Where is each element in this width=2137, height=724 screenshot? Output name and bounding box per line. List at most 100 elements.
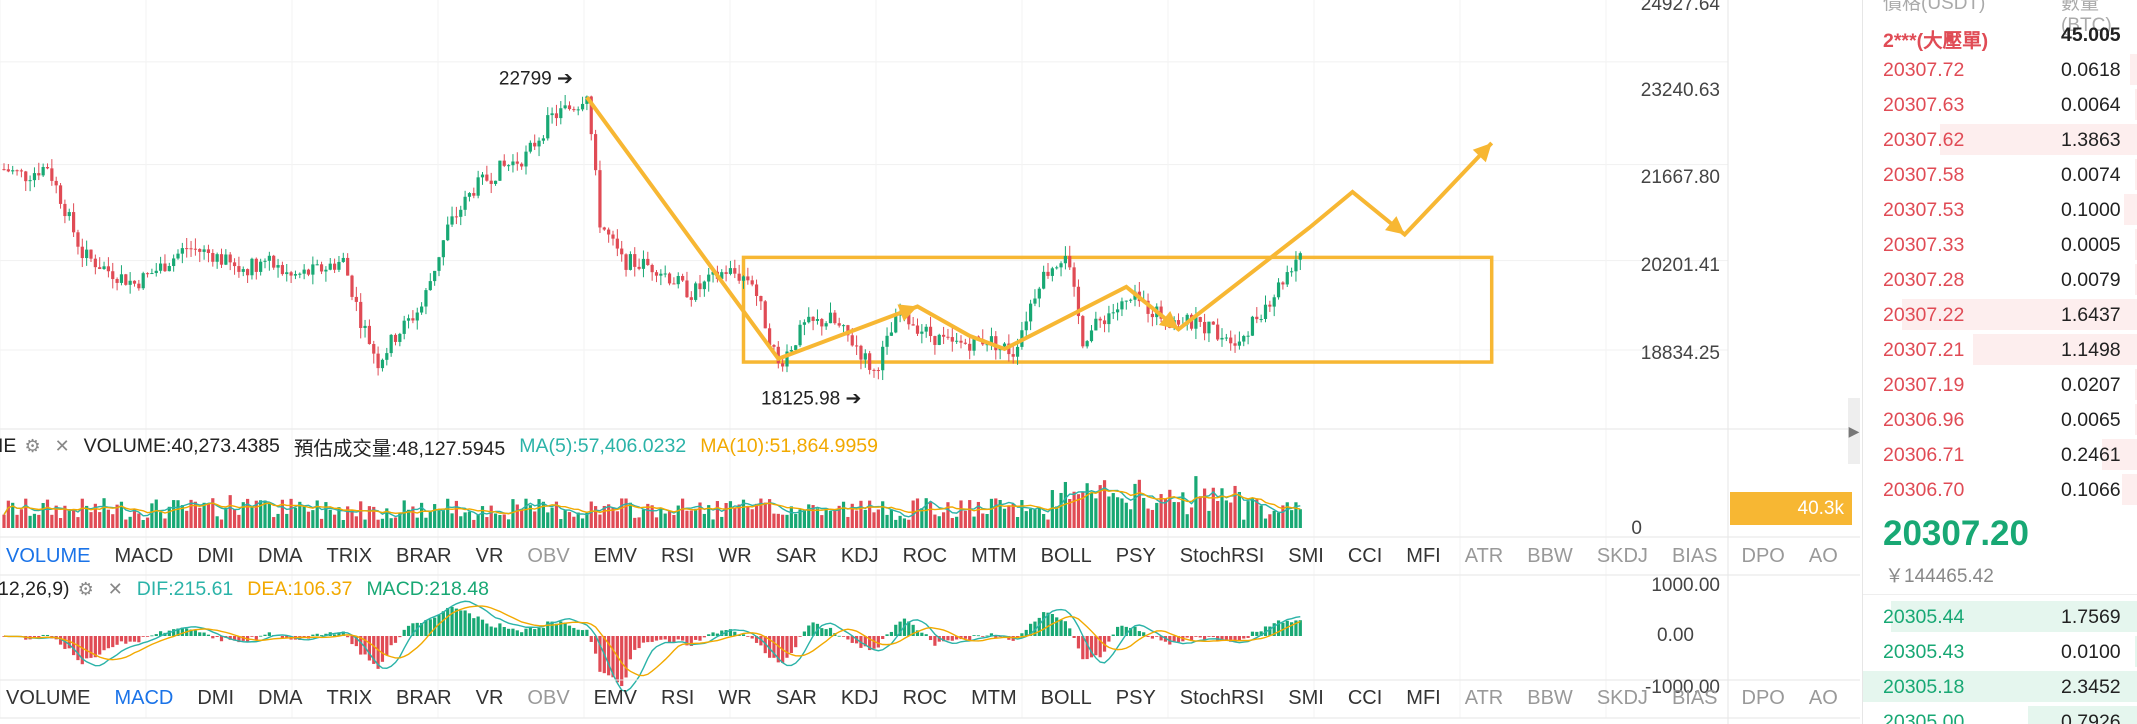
tab-dma[interactable]: DMA xyxy=(258,686,303,709)
collapse-panel-button[interactable]: ▶ xyxy=(1848,398,1860,464)
tab-macd[interactable]: MACD xyxy=(114,686,174,709)
chart-area[interactable]: 22799 ➔ 18125.98 ➔ 24927.64 23240.63 2166… xyxy=(0,0,1860,724)
tab-psy[interactable]: PSY xyxy=(1115,686,1156,709)
tab-kdj[interactable]: KDJ xyxy=(840,686,879,709)
close-icon[interactable]: ✕ xyxy=(107,578,123,599)
tab-mtm[interactable]: MTM xyxy=(971,686,1017,709)
ask-row[interactable]: 20307.19 0.0207 xyxy=(1863,367,2137,402)
tab-bias[interactable]: BIAS xyxy=(1671,544,1718,567)
tab-obv[interactable]: OBV xyxy=(527,686,570,709)
tab-psy[interactable]: PSY xyxy=(1115,544,1156,567)
tab-mfi[interactable]: MFI xyxy=(1406,686,1441,709)
candle-body xyxy=(480,174,485,178)
tab-cci[interactable]: CCI xyxy=(1347,544,1383,567)
ask-row[interactable]: 20306.70 0.1066 xyxy=(1863,472,2137,507)
bid-price: 20305.18 xyxy=(1883,676,1965,698)
candle-body xyxy=(663,273,667,275)
volume-bar xyxy=(920,508,924,528)
ask-row[interactable]: 20307.22 1.6437 xyxy=(1863,297,2137,332)
candle-body xyxy=(441,240,445,258)
tab-dmi[interactable]: DMI xyxy=(197,544,235,567)
settings-icon[interactable]: ⚙ xyxy=(77,578,94,599)
tab-brar[interactable]: BRAR xyxy=(396,686,452,709)
tab-bbw[interactable]: BBW xyxy=(1527,544,1573,567)
macd-bar xyxy=(1250,631,1255,636)
tab-dmi[interactable]: DMI xyxy=(197,686,235,709)
tab-rsi[interactable]: RSI xyxy=(661,686,695,709)
tab-mtm[interactable]: MTM xyxy=(971,544,1017,567)
tab-atr[interactable]: ATR xyxy=(1464,686,1504,709)
tab-kdj[interactable]: KDJ xyxy=(840,544,879,567)
tab-roc[interactable]: ROC xyxy=(902,686,948,709)
tab-trix[interactable]: TRIX xyxy=(326,544,373,567)
macd-bar xyxy=(363,636,367,655)
tab-stochrsi[interactable]: StochRSI xyxy=(1179,544,1265,567)
tab-obv[interactable]: OBV xyxy=(527,544,570,567)
tab-emv[interactable]: EMV xyxy=(593,686,638,709)
tab-bbw[interactable]: BBW xyxy=(1527,686,1573,709)
macd-bar xyxy=(720,630,724,636)
tab-roc[interactable]: ROC xyxy=(902,544,948,567)
tab-wr[interactable]: WR xyxy=(718,686,752,709)
tab-smi[interactable]: SMI xyxy=(1288,686,1324,709)
ask-row[interactable]: 20307.62 1.3863 xyxy=(1863,122,2137,157)
macd-bar xyxy=(80,636,84,665)
candle-body xyxy=(437,257,441,271)
tab-dma[interactable]: DMA xyxy=(258,544,303,567)
bid-row[interactable]: 20305.43 0.0100 xyxy=(1863,634,2137,669)
chart-svg[interactable]: 22799 ➔ 18125.98 ➔ xyxy=(0,0,1860,724)
tab-volume[interactable]: VOLUME xyxy=(6,544,91,567)
volume-bar xyxy=(641,509,646,528)
price-tick: 23240.63 xyxy=(1640,80,1720,101)
tab-mfi[interactable]: MFI xyxy=(1406,544,1441,567)
ask-row[interactable]: 20307.58 0.0074 xyxy=(1863,157,2137,192)
tab-ao[interactable]: AO xyxy=(1808,544,1838,567)
bid-row[interactable]: 20305.00 0.7926 xyxy=(1863,704,2137,724)
tab-skdj[interactable]: SKDJ xyxy=(1596,686,1648,709)
ask-row[interactable]: 20307.28 0.0079 xyxy=(1863,262,2137,297)
depth-bar xyxy=(2102,439,2137,470)
tab-wr[interactable]: WR xyxy=(718,544,752,567)
tab-vr[interactable]: VR xyxy=(475,686,504,709)
settings-icon[interactable]: ⚙ xyxy=(24,435,41,456)
volume-bar xyxy=(37,514,41,528)
ask-row[interactable]: 20306.96 0.0065 xyxy=(1863,402,2137,437)
tab-boll[interactable]: BOLL xyxy=(1040,544,1092,567)
tab-vr[interactable]: VR xyxy=(475,544,504,567)
tab-cci[interactable]: CCI xyxy=(1347,686,1383,709)
ask-row[interactable]: 20306.71 0.2461 xyxy=(1863,437,2137,472)
bid-qty: 1.7569 xyxy=(2061,606,2121,628)
ask-row[interactable]: 20307.63 0.0064 xyxy=(1863,87,2137,122)
tab-ao[interactable]: AO xyxy=(1808,686,1838,709)
tab-macd[interactable]: MACD xyxy=(114,544,174,567)
tab-emv[interactable]: EMV xyxy=(593,544,638,567)
tab-dpo[interactable]: DPO xyxy=(1741,686,1785,709)
big-order-row[interactable]: 2***(大壓單) 45.005 xyxy=(1863,17,2137,52)
tab-atr[interactable]: ATR xyxy=(1464,544,1504,567)
tab-skdj[interactable]: SKDJ xyxy=(1596,544,1648,567)
bid-row[interactable]: 20305.18 2.3452 xyxy=(1863,669,2137,704)
ask-row[interactable]: 20307.72 0.0618 xyxy=(1863,52,2137,87)
tab-sar[interactable]: SAR xyxy=(775,544,817,567)
macd-bar xyxy=(994,636,998,638)
tab-dpo[interactable]: DPO xyxy=(1741,544,1785,567)
tab-boll[interactable]: BOLL xyxy=(1040,686,1092,709)
tab-smi[interactable]: SMI xyxy=(1288,544,1324,567)
ask-row[interactable]: 20307.21 1.1498 xyxy=(1863,332,2137,367)
tab-sar[interactable]: SAR xyxy=(775,686,817,709)
tab-brar[interactable]: BRAR xyxy=(396,544,452,567)
close-icon[interactable]: ✕ xyxy=(54,435,70,456)
candle-body xyxy=(341,257,345,262)
tab-stochrsi[interactable]: StochRSI xyxy=(1179,686,1265,709)
tab-bias[interactable]: BIAS xyxy=(1671,686,1718,709)
ask-row[interactable]: 20307.53 0.1000 xyxy=(1863,192,2137,227)
tab-trix[interactable]: TRIX xyxy=(326,686,373,709)
macd-bar xyxy=(950,636,954,641)
candle-body xyxy=(15,170,19,172)
tab-volume[interactable]: VOLUME xyxy=(6,686,91,709)
tab-rsi[interactable]: RSI xyxy=(661,544,695,567)
ask-row[interactable]: 20307.33 0.0005 xyxy=(1863,227,2137,262)
macd-bar xyxy=(920,632,924,636)
bid-row[interactable]: 20305.44 1.7569 xyxy=(1863,599,2137,634)
macd-bar xyxy=(159,631,163,636)
